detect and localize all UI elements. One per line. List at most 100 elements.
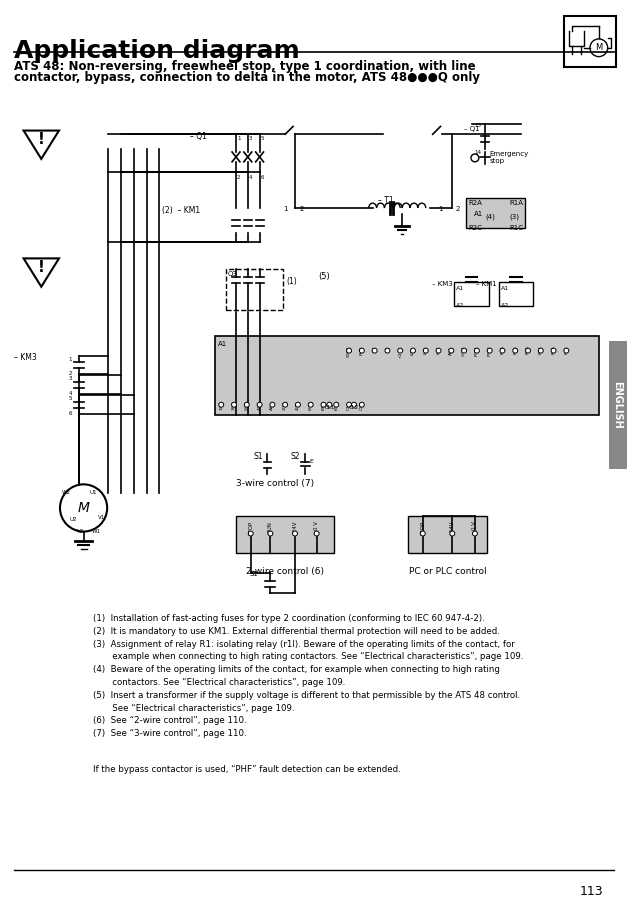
Text: 2: 2	[68, 371, 72, 376]
Text: contactors. See “Electrical characteristics”, page 109.: contactors. See “Electrical characterist…	[93, 678, 346, 687]
Circle shape	[410, 348, 415, 353]
Text: S1: S1	[253, 452, 262, 461]
Text: ENGLISH: ENGLISH	[612, 381, 623, 429]
Text: W1: W1	[92, 529, 101, 534]
Text: S1: S1	[249, 571, 258, 577]
Text: STOP: STOP	[420, 521, 426, 535]
Circle shape	[450, 532, 455, 536]
Circle shape	[327, 402, 332, 407]
Circle shape	[475, 348, 479, 353]
Text: 1: 1	[237, 136, 241, 141]
Text: (2)  It is mandatory to use KM1. External differential thermal protection will n: (2) It is mandatory to use KM1. External…	[93, 627, 500, 636]
Text: STOP: STOP	[347, 346, 351, 357]
Text: Application diagram: Application diagram	[14, 39, 299, 63]
Circle shape	[372, 348, 377, 353]
Text: U1: U1	[90, 490, 97, 494]
Circle shape	[526, 348, 530, 353]
Text: RUN: RUN	[268, 521, 273, 532]
Circle shape	[321, 402, 326, 407]
Text: 5: 5	[260, 136, 264, 141]
Circle shape	[500, 348, 505, 353]
Text: COM: COM	[462, 346, 466, 356]
Text: 5/L3: 5/L3	[245, 400, 249, 410]
Text: 2: 2	[237, 175, 241, 180]
Text: 14: 14	[474, 150, 481, 155]
Text: ATS 48: Non-reversing, freewheel stop, type 1 coordination, with line: ATS 48: Non-reversing, freewheel stop, t…	[14, 60, 475, 73]
Text: 2/T1: 2/T1	[283, 400, 287, 410]
Text: CL2: CL2	[349, 405, 359, 410]
Text: R1A: R1A	[509, 200, 523, 206]
Bar	[236, 516, 334, 553]
Text: C1: C1	[347, 404, 351, 410]
Text: V2: V2	[77, 529, 84, 534]
Text: R1C: R1C	[509, 225, 523, 230]
Text: 5: 5	[68, 395, 72, 401]
Text: AO1: AO1	[449, 346, 454, 355]
Text: M: M	[595, 44, 602, 53]
Text: RUN: RUN	[360, 346, 364, 355]
Text: A1: A1	[474, 211, 483, 217]
Text: STOP: STOP	[248, 521, 253, 535]
Text: (1)  Installation of fast-acting fuses for type 2 coordination (conforming to IE: (1) Installation of fast-acting fuses fo…	[93, 614, 485, 623]
Text: W2: W2	[61, 490, 70, 494]
Circle shape	[232, 402, 237, 407]
Text: Emergency
stop: Emergency stop	[490, 151, 529, 164]
Text: – KM3: – KM3	[14, 353, 36, 362]
Text: contactor, bypass, connection to delta in the motor, ATS 48●●●Q only: contactor, bypass, connection to delta i…	[14, 72, 480, 84]
Text: V1: V1	[98, 515, 105, 521]
Text: 4: 4	[249, 175, 252, 180]
Text: +24V: +24V	[292, 521, 297, 536]
Text: (7)  See “3-wire control”, page 110.: (7) See “3-wire control”, page 110.	[93, 729, 247, 738]
Text: U2: U2	[70, 517, 77, 522]
Text: CL1: CL1	[324, 405, 334, 410]
Circle shape	[564, 348, 569, 353]
Text: 3: 3	[68, 376, 72, 381]
Circle shape	[308, 402, 313, 407]
Bar	[216, 336, 599, 414]
Circle shape	[60, 484, 107, 532]
Circle shape	[538, 348, 544, 353]
Text: LO1: LO1	[424, 346, 427, 354]
Text: (1): (1)	[286, 277, 297, 286]
Text: R2C: R2C	[539, 346, 543, 355]
Circle shape	[248, 532, 253, 536]
Text: PTC2: PTC2	[487, 346, 492, 356]
Polygon shape	[24, 131, 59, 159]
Text: 0 V: 0 V	[472, 521, 477, 530]
Text: B2: B2	[334, 404, 338, 410]
Text: – Q1: – Q1	[464, 126, 480, 132]
Text: LI3: LI3	[373, 346, 376, 352]
Text: – KM3: – KM3	[431, 281, 452, 287]
Text: 1: 1	[438, 206, 443, 212]
Text: 6: 6	[68, 411, 72, 415]
Text: PTC1: PTC1	[475, 346, 479, 356]
Text: !: !	[38, 259, 45, 275]
Text: R3A: R3A	[552, 346, 556, 355]
Text: PC or PLC control: PC or PLC control	[408, 567, 486, 576]
Text: A1: A1	[218, 341, 228, 346]
Text: 4/T2: 4/T2	[296, 400, 300, 410]
Text: 2-wire control (6): 2-wire control (6)	[246, 567, 324, 576]
Text: A2: A2	[456, 304, 464, 308]
Text: 2: 2	[456, 206, 459, 212]
Circle shape	[283, 402, 288, 407]
Text: 1: 1	[284, 206, 288, 212]
Text: R2A: R2A	[526, 346, 530, 355]
Text: 2: 2	[300, 206, 304, 212]
Text: 0 V: 0 V	[314, 521, 319, 530]
Text: 4: 4	[68, 391, 72, 396]
Bar	[408, 516, 487, 553]
Circle shape	[385, 348, 390, 353]
Text: M: M	[78, 501, 89, 515]
Text: (2)  – KM1: (2) – KM1	[162, 206, 200, 215]
Text: E: E	[309, 459, 314, 464]
Bar	[609, 341, 627, 469]
Text: R1A: R1A	[500, 346, 505, 355]
Text: +24V: +24V	[450, 521, 455, 536]
Text: A1: A1	[500, 286, 508, 291]
Text: A2: A2	[271, 404, 274, 410]
Text: 6/T3: 6/T3	[309, 400, 313, 410]
Text: R2A: R2A	[468, 200, 482, 206]
Text: 113: 113	[580, 884, 604, 898]
Text: – KM1: – KM1	[476, 281, 496, 287]
